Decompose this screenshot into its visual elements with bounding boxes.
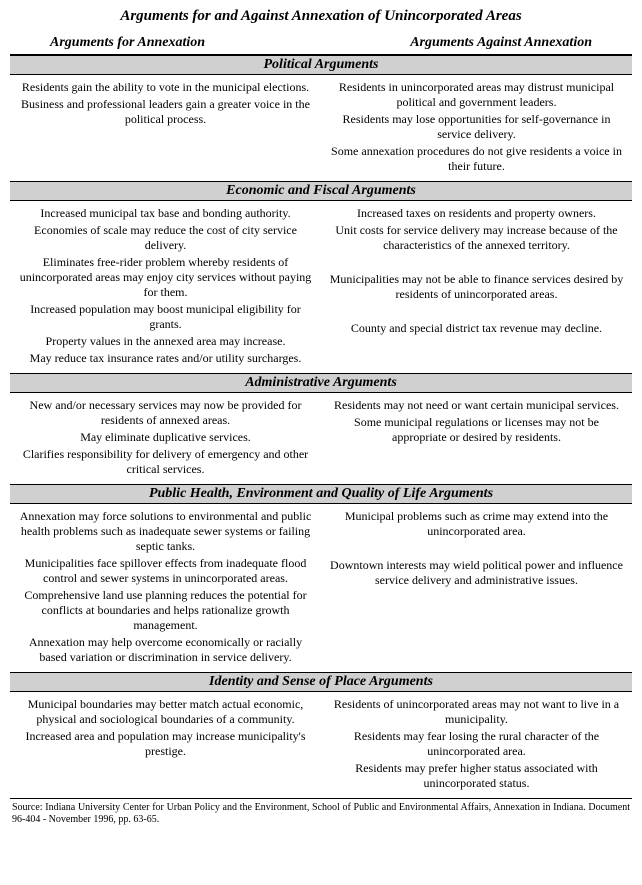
argument-for: Increased municipal tax base and bonding…: [16, 206, 315, 221]
column-for: Municipal boundaries may better match ac…: [10, 692, 321, 798]
argument-for: Eliminates free-rider problem whereby re…: [16, 255, 315, 300]
argument-for: May reduce tax insurance rates and/or ut…: [16, 351, 315, 366]
argument-against: [327, 304, 626, 319]
argument-against: Unit costs for service delivery may incr…: [327, 223, 626, 253]
column-for: Increased municipal tax base and bonding…: [10, 201, 321, 373]
section-body: Residents gain the ability to vote in th…: [10, 75, 632, 181]
argument-for: Municipal boundaries may better match ac…: [16, 697, 315, 727]
column-against: Residents of unincorporated areas may no…: [321, 692, 632, 798]
source-note: Source: Indiana University Center for Ur…: [10, 798, 632, 826]
argument-against: Residents may fear losing the rural char…: [327, 729, 626, 759]
argument-for: Economies of scale may reduce the cost o…: [16, 223, 315, 253]
argument-for: Property values in the annexed area may …: [16, 334, 315, 349]
column-headers: Arguments for Annexation Arguments Again…: [10, 35, 632, 55]
argument-against: Residents may not need or want certain m…: [327, 398, 626, 413]
column-for: Annexation may force solutions to enviro…: [10, 504, 321, 672]
argument-against: Residents of unincorporated areas may no…: [327, 697, 626, 727]
argument-for: Municipalities face spillover effects fr…: [16, 556, 315, 586]
argument-against: Municipal problems such as crime may ext…: [327, 509, 626, 539]
section-header: Administrative Arguments: [10, 373, 632, 393]
section-header: Public Health, Environment and Quality o…: [10, 484, 632, 504]
sections-container: Political Arguments Residents gain the ab…: [10, 55, 632, 798]
argument-for: New and/or necessary services may now be…: [16, 398, 315, 428]
column-against: Municipal problems such as crime may ext…: [321, 504, 632, 672]
section-header: Economic and Fiscal Arguments: [10, 181, 632, 201]
section-body: New and/or necessary services may now be…: [10, 393, 632, 484]
document: Arguments for and Against Annexation of …: [0, 0, 642, 832]
argument-for: Increased population may boost municipal…: [16, 302, 315, 332]
header-for: Arguments for Annexation: [50, 35, 205, 51]
argument-against: County and special district tax revenue …: [327, 321, 626, 336]
argument-for: Clarifies responsibility for delivery of…: [16, 447, 315, 477]
main-title: Arguments for and Against Annexation of …: [10, 8, 632, 25]
section-body: Annexation may force solutions to enviro…: [10, 504, 632, 672]
argument-against: Municipalities may not be able to financ…: [327, 272, 626, 302]
section-header: Identity and Sense of Place Arguments: [10, 672, 632, 692]
argument-against: Downtown interests may wield political p…: [327, 558, 626, 588]
argument-against: [327, 541, 626, 556]
argument-for: May eliminate duplicative services.: [16, 430, 315, 445]
section-body: Municipal boundaries may better match ac…: [10, 692, 632, 798]
column-for: Residents gain the ability to vote in th…: [10, 75, 321, 181]
argument-against: [327, 255, 626, 270]
argument-against: Residents may prefer higher status assoc…: [327, 761, 626, 791]
argument-for: Comprehensive land use planning reduces …: [16, 588, 315, 633]
argument-for: Increased area and population may increa…: [16, 729, 315, 759]
argument-against: Increased taxes on residents and propert…: [327, 206, 626, 221]
argument-for: Annexation may force solutions to enviro…: [16, 509, 315, 554]
section-body: Increased municipal tax base and bonding…: [10, 201, 632, 373]
column-for: New and/or necessary services may now be…: [10, 393, 321, 484]
argument-against: Some municipal regulations or licenses m…: [327, 415, 626, 445]
argument-against: Some annexation procedures do not give r…: [327, 144, 626, 174]
argument-for: Residents gain the ability to vote in th…: [16, 80, 315, 95]
section-header: Political Arguments: [10, 55, 632, 75]
column-against: Residents in unincorporated areas may di…: [321, 75, 632, 181]
argument-for: Annexation may help overcome economicall…: [16, 635, 315, 665]
column-against: Increased taxes on residents and propert…: [321, 201, 632, 373]
column-against: Residents may not need or want certain m…: [321, 393, 632, 484]
header-against: Arguments Against Annexation: [410, 35, 592, 51]
argument-for: Business and professional leaders gain a…: [16, 97, 315, 127]
argument-against: Residents in unincorporated areas may di…: [327, 80, 626, 110]
argument-against: Residents may lose opportunities for sel…: [327, 112, 626, 142]
